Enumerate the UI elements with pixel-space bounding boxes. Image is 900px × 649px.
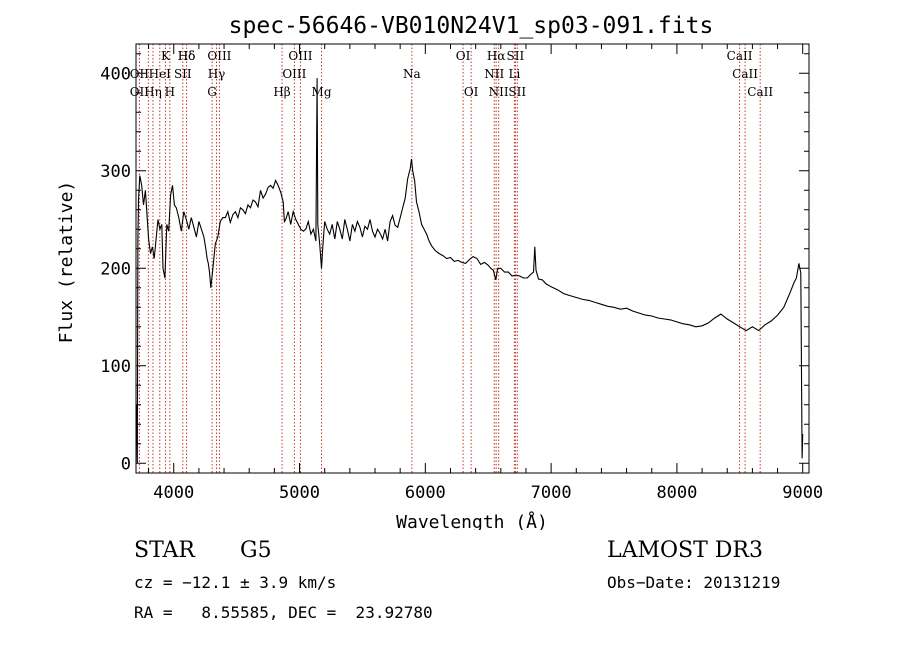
line-label: K xyxy=(161,49,171,63)
x-tick-label: 8000 xyxy=(656,483,697,503)
line-label: Hα xyxy=(487,49,506,63)
survey-name: LAMOST DR3 xyxy=(607,538,763,563)
spectrum-series-line xyxy=(136,78,804,464)
x-tick-label: 5000 xyxy=(279,483,320,503)
line-label: CaII xyxy=(732,67,758,81)
x-axis-label: Wavelength (Å) xyxy=(396,511,548,530)
line-label: Hγ xyxy=(208,67,226,81)
line-label: OIII xyxy=(288,49,312,63)
line-label: NII xyxy=(489,85,509,99)
spectral-line-markers xyxy=(138,44,761,473)
line-label: Hδ xyxy=(178,49,196,63)
line-label: SII xyxy=(507,49,525,63)
y-axis-label: Flux (relative) xyxy=(56,181,77,344)
y-tick-label: 200 xyxy=(100,259,131,279)
observation-date: Obs−Date: 20131219 xyxy=(607,573,781,592)
coordinates: RA = 8.55585, DEC = 23.92780 xyxy=(134,603,433,622)
line-label: SII xyxy=(508,85,526,99)
line-label: Hβ xyxy=(273,85,290,99)
line-label: H xyxy=(165,85,175,99)
line-label: OII xyxy=(130,67,150,81)
line-label: OI xyxy=(456,49,471,63)
spectrum-chart: spec-56646-VB010N24V1_sp03-091.fits HδK H… xyxy=(56,13,823,530)
line-label: OII xyxy=(130,85,150,99)
line-label: OI xyxy=(464,85,479,99)
line-label: CaII xyxy=(727,49,753,63)
object-subclass: G5 xyxy=(240,538,272,563)
y-tick-label: 300 xyxy=(100,162,131,182)
x-tick-label: 7000 xyxy=(531,483,572,503)
line-label: NII xyxy=(484,67,504,81)
y-axis-ticks: 0 100 200 300 400 xyxy=(100,53,809,474)
line-label: G xyxy=(207,85,217,99)
y-tick-label: 100 xyxy=(100,357,131,377)
line-label: OIII xyxy=(282,67,306,81)
x-tick-label: 6000 xyxy=(405,483,446,503)
x-tick-label: 4000 xyxy=(153,483,194,503)
line-label: Hη xyxy=(144,85,162,99)
line-label: Mg xyxy=(312,85,332,99)
chart-title: spec-56646-VB010N24V1_sp03-091.fits xyxy=(229,13,714,39)
x-tick-label: 9000 xyxy=(782,483,823,503)
x-axis-ticks: 4000 5000 6000 7000 8000 9000 xyxy=(148,44,823,503)
object-class: STAR xyxy=(134,538,195,563)
y-tick-label: 400 xyxy=(100,64,131,84)
redshift-velocity: cz = −12.1 ± 3.9 km/s xyxy=(134,573,337,592)
plot-frame xyxy=(135,43,810,474)
line-label: OIII xyxy=(207,49,231,63)
y-tick-label: 0 xyxy=(121,454,131,474)
line-label: CaII xyxy=(747,85,773,99)
line-label: HeI xyxy=(149,67,172,81)
line-label: SII xyxy=(174,67,192,81)
line-label: Hδ xyxy=(178,49,196,63)
line-label: Na xyxy=(403,67,421,81)
line-label: Li xyxy=(508,67,520,81)
